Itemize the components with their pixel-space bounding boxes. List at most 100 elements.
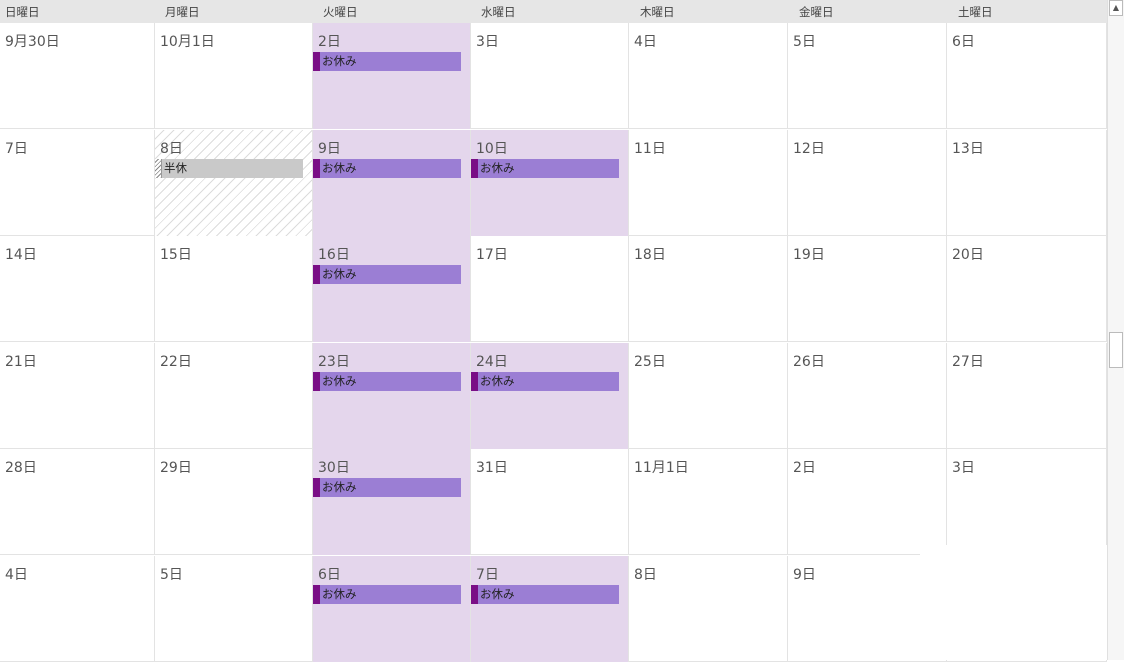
leave-event[interactable]: お休み [313, 585, 461, 604]
scroll-thumb[interactable] [1109, 332, 1123, 368]
weekday-sun: 日曜日 [5, 5, 40, 19]
event-title: お休み [322, 54, 357, 68]
weekday-thu: 木曜日 [640, 5, 675, 19]
day-cell[interactable]: 4日 [629, 23, 788, 129]
day-label: 5日 [793, 34, 816, 50]
event-marker [313, 52, 320, 71]
day-cell[interactable]: 9日 お休み [313, 130, 471, 236]
day-cell[interactable]: 14日 [0, 236, 155, 342]
day-cell[interactable]: 5日 [155, 556, 313, 662]
day-cell[interactable]: 29日 [155, 449, 313, 555]
day-cell[interactable]: 6日 [947, 23, 1107, 129]
day-label: 30日 [318, 460, 350, 476]
day-cell[interactable]: 9月30日 [0, 23, 155, 129]
event-marker [471, 159, 478, 178]
day-cell[interactable]: 13日 [947, 130, 1107, 236]
day-cell[interactable]: 11月1日 [629, 449, 788, 555]
day-label: 3日 [476, 34, 499, 50]
day-cell[interactable]: 28日 [0, 449, 155, 555]
day-label: 24日 [476, 354, 508, 370]
day-cell[interactable]: 19日 [788, 236, 947, 342]
day-label: 7日 [5, 141, 28, 157]
day-cell[interactable]: 10月1日 [155, 23, 313, 129]
day-cell[interactable]: 18日 [629, 236, 788, 342]
event-marker [155, 159, 162, 178]
day-label: 10日 [476, 141, 508, 157]
day-cell[interactable]: 31日 [471, 449, 629, 555]
day-label: 11月1日 [634, 460, 689, 476]
day-label: 7日 [476, 567, 499, 583]
day-cell[interactable]: 3日 [471, 23, 629, 129]
event-title: 半休 [164, 161, 187, 175]
half-day-event[interactable]: 半休 [155, 159, 303, 178]
day-cell[interactable]: 20日 [947, 236, 1107, 342]
day-label: 8日 [160, 141, 183, 157]
day-label: 6日 [952, 34, 975, 50]
weekday-mon: 月曜日 [165, 5, 200, 19]
day-cell[interactable]: 2日 お休み [313, 23, 471, 129]
day-cell[interactable]: 11日 [629, 130, 788, 236]
day-cell[interactable]: 24日お休み [471, 343, 629, 449]
day-label: 22日 [160, 354, 192, 370]
weekday-header: 日曜日 月曜日 火曜日 水曜日 木曜日 金曜日 土曜日 [0, 0, 1107, 23]
day-cell[interactable]: 21日 [0, 343, 155, 449]
leave-event[interactable]: お休み [313, 478, 461, 497]
event-marker [313, 265, 320, 284]
day-label: 26日 [793, 354, 825, 370]
leave-event[interactable]: お休み [313, 265, 461, 284]
day-cell[interactable]: 8日半休 [155, 130, 313, 236]
week-row: 28日 29日 30日 お休み 31日 11月1日 2日 3日 [0, 449, 1107, 555]
week-row: 4日 5日 6日 お休み 7日 お休み 8日 9日 [0, 556, 1107, 662]
day-cell[interactable]: 22日 [155, 343, 313, 449]
day-cell[interactable]: 15日 [155, 236, 313, 342]
day-label: 3日 [952, 460, 975, 476]
day-cell[interactable]: 16日 お休み [313, 236, 471, 342]
day-cell[interactable]: 7日 [0, 130, 155, 236]
day-cell[interactable]: 6日お休み [313, 556, 471, 662]
day-cell[interactable]: 5日 [788, 23, 947, 129]
weekday-wed: 水曜日 [481, 5, 516, 19]
day-label: 9日 [793, 567, 816, 583]
day-label: 15日 [160, 247, 192, 263]
blank-region [920, 545, 1120, 660]
leave-event[interactable]: お休み [313, 372, 461, 391]
day-cell[interactable]: 26日 [788, 343, 947, 449]
event-marker [313, 478, 320, 497]
day-cell[interactable]: 25日 [629, 343, 788, 449]
day-cell[interactable]: 3日 [947, 449, 1107, 555]
leave-event[interactable]: お休み [471, 585, 619, 604]
day-cell[interactable]: 27日 [947, 343, 1107, 449]
week-row: 14日 15日 16日 お休み 17日 18日 19日 20日 [0, 236, 1107, 342]
leave-event[interactable]: お休み [471, 372, 619, 391]
day-label: 18日 [634, 247, 666, 263]
event-title: お休み [322, 587, 357, 601]
day-cell[interactable]: 10日お休み [471, 130, 629, 236]
leave-event[interactable]: お休み [313, 52, 461, 71]
day-label: 13日 [952, 141, 984, 157]
event-marker [471, 372, 478, 391]
day-label: 27日 [952, 354, 984, 370]
vertical-scrollbar[interactable]: ▲ [1107, 0, 1124, 660]
day-label: 6日 [318, 567, 341, 583]
day-cell[interactable]: 8日 [629, 556, 788, 662]
day-label: 20日 [952, 247, 984, 263]
day-cell[interactable]: 2日 [788, 449, 947, 555]
scroll-up-icon[interactable]: ▲ [1109, 0, 1123, 16]
day-cell[interactable]: 12日 [788, 130, 947, 236]
day-label: 2日 [793, 460, 816, 476]
day-cell[interactable]: 30日お休み [313, 449, 471, 555]
day-cell[interactable]: 4日 [0, 556, 155, 662]
leave-event[interactable]: お休み [313, 159, 461, 178]
day-label: 19日 [793, 247, 825, 263]
leave-event[interactable]: お休み [471, 159, 619, 178]
day-label: 31日 [476, 460, 508, 476]
event-marker [471, 585, 478, 604]
day-cell[interactable]: 23日 お休み [313, 343, 471, 449]
event-marker [313, 159, 320, 178]
day-label: 5日 [160, 567, 183, 583]
day-label: 14日 [5, 247, 37, 263]
day-cell[interactable]: 17日 [471, 236, 629, 342]
day-cell[interactable]: 7日お休み [471, 556, 629, 662]
weekday-sat: 土曜日 [958, 5, 993, 19]
